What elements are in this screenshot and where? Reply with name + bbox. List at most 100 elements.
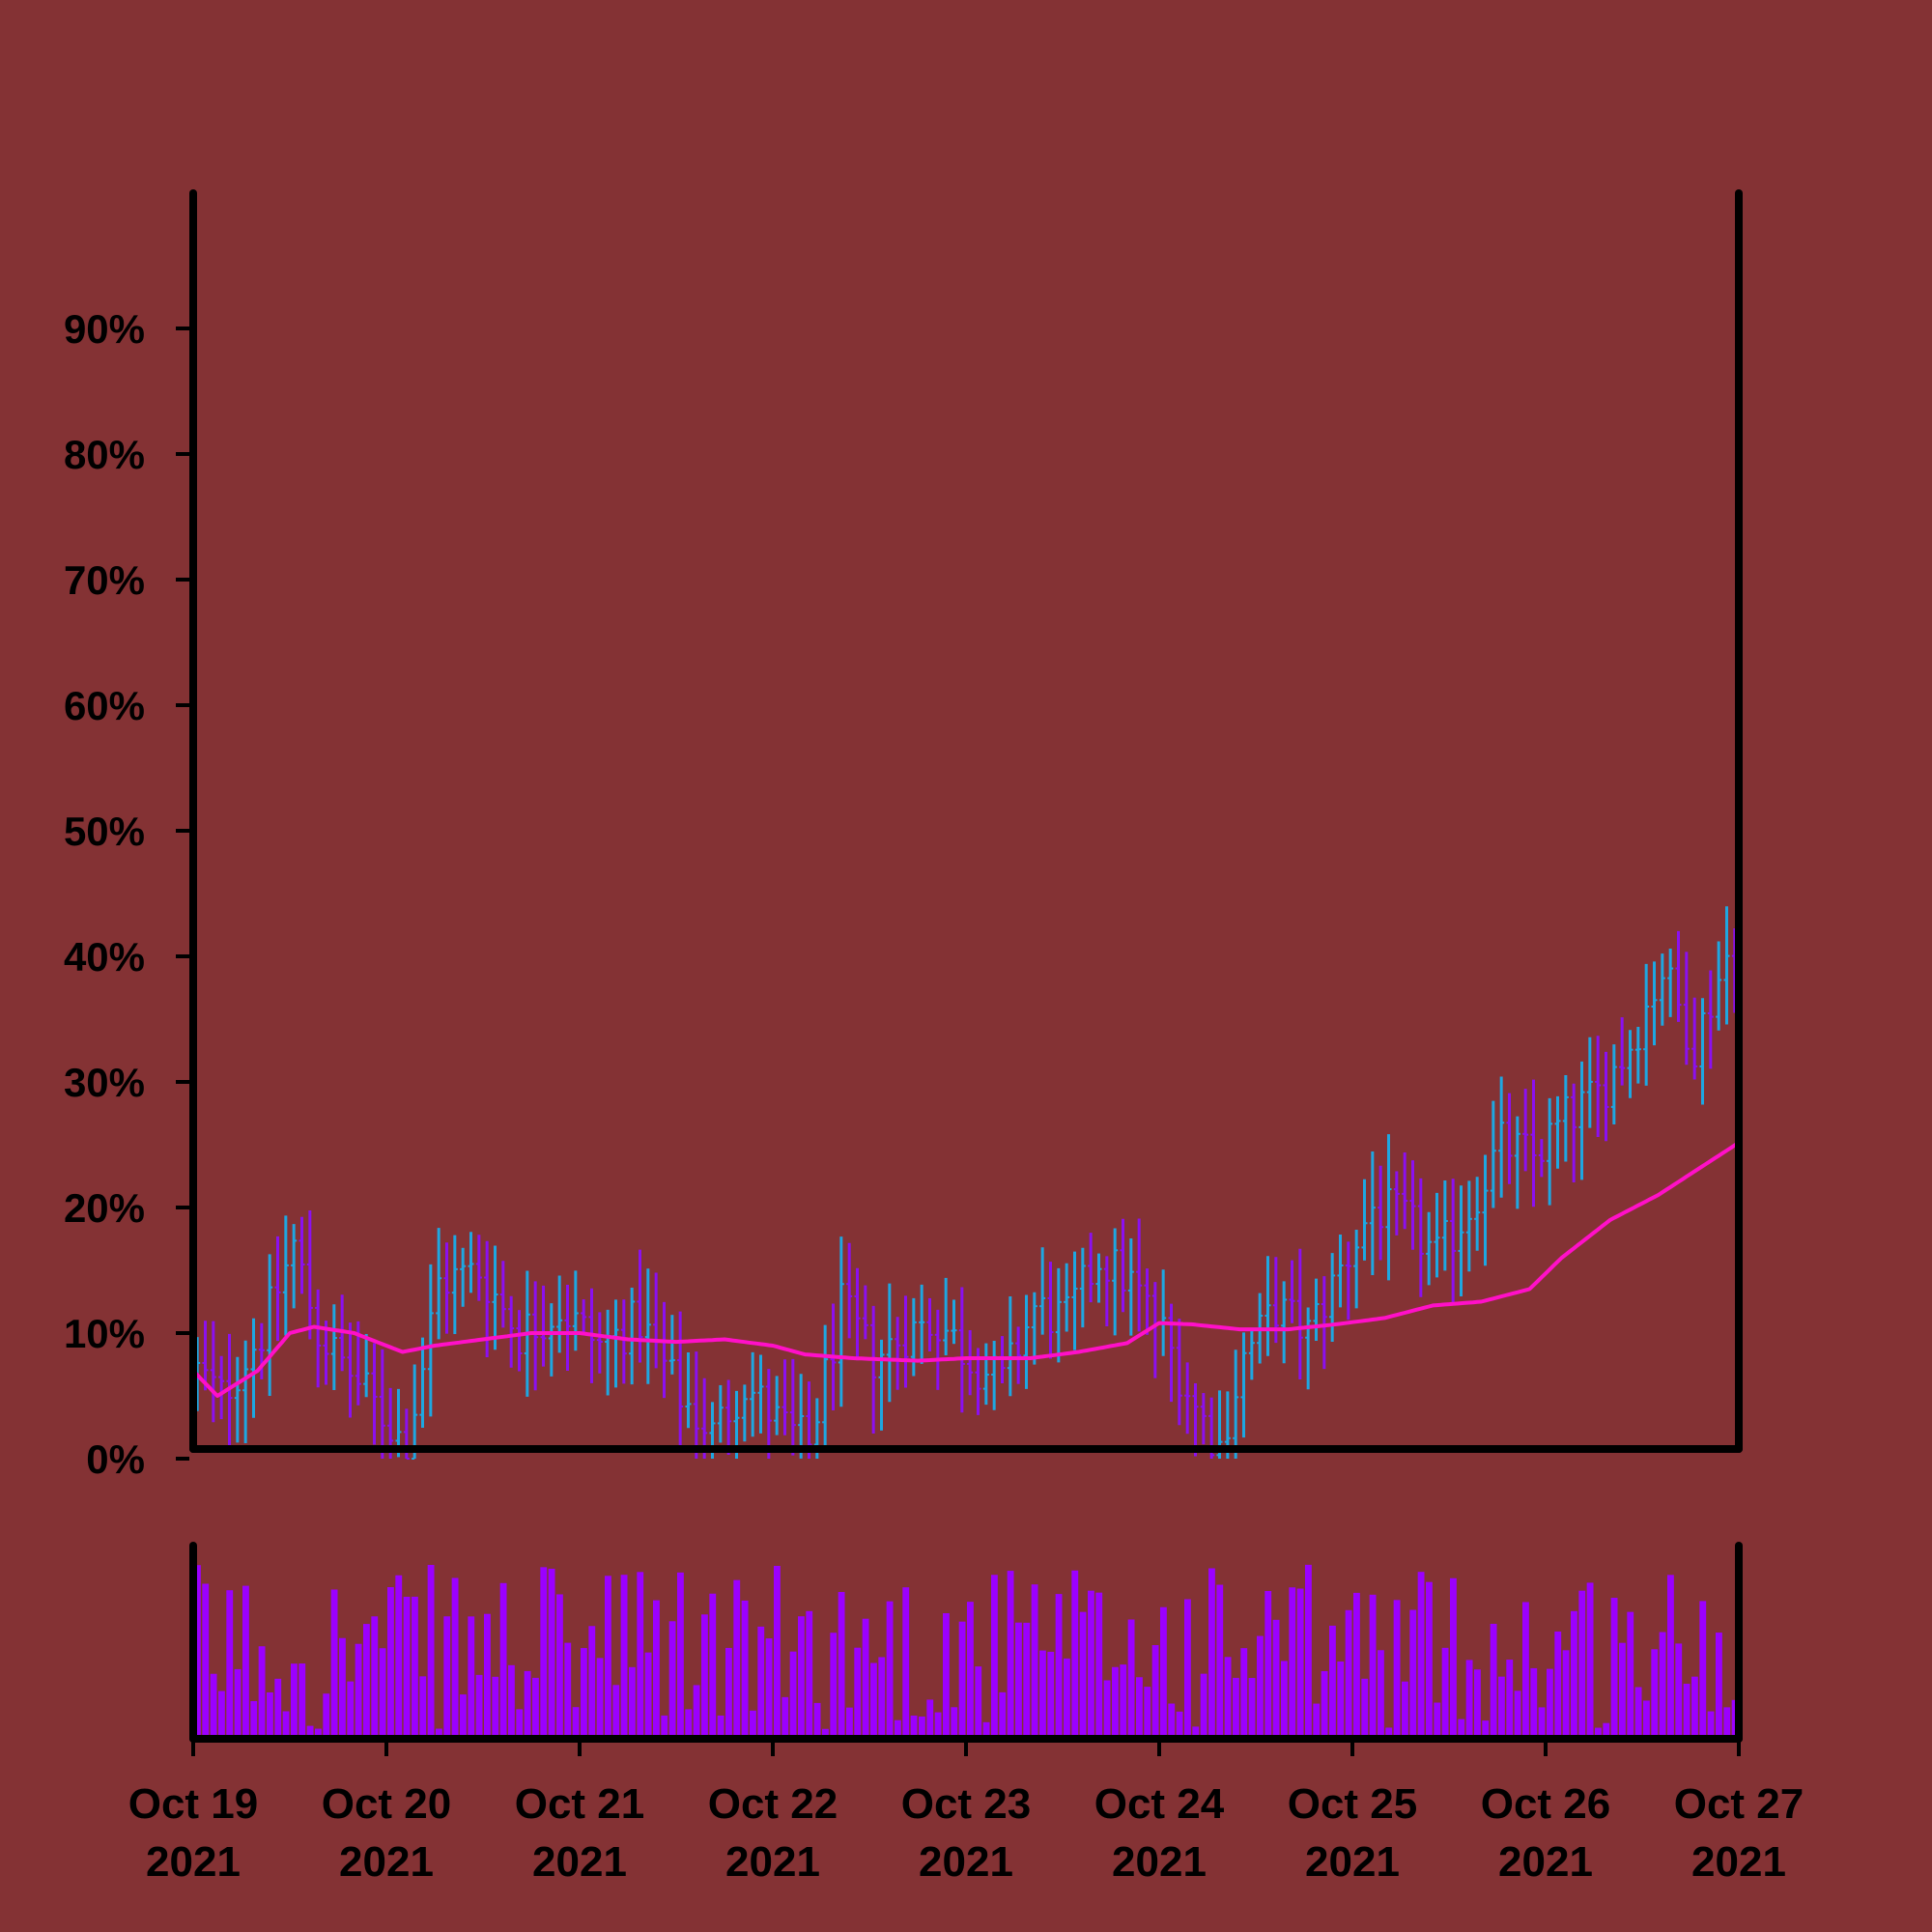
volume-bar [1627,1611,1634,1739]
volume-bar [298,1663,306,1739]
volume-bar [1160,1606,1167,1739]
volume-panel [189,1542,1743,1743]
volume-bar [668,1621,676,1739]
volume-bar [1007,1571,1014,1739]
volume-bar [1538,1707,1546,1739]
volume-bar [1168,1703,1176,1739]
volume-bar [436,1728,442,1739]
volume-bar [693,1685,700,1739]
volume-bar [234,1668,242,1739]
volume-bar [1393,1600,1401,1739]
volume-bar [1434,1702,1441,1739]
volume-bar [733,1579,741,1739]
volume-bar [653,1600,660,1739]
volume-bar [540,1567,548,1739]
y-axis: 0% 10% 20% 30% 40% 50% 60% 70% 80% 90% [64,306,189,1482]
volume-bar [1329,1625,1336,1739]
volume-bar [1610,1598,1618,1739]
volume-bar [1651,1649,1659,1739]
volume-bar [347,1681,355,1739]
volume-bar [701,1614,708,1739]
volume-bar [637,1572,644,1739]
volume-bar [1313,1703,1321,1739]
x-tick-label-date: Oct 25 [1288,1780,1418,1828]
volume-bar [210,1673,217,1739]
volume-bar [1417,1572,1425,1739]
volume-bar [499,1582,507,1739]
volume-bar [629,1666,636,1739]
volume-bar [451,1577,459,1739]
volume-bar [1216,1584,1224,1739]
volume-bar [323,1693,330,1739]
volume-bar [1490,1623,1497,1739]
volume-bar [1369,1594,1377,1739]
volume-bar [1547,1668,1553,1739]
x-tick-label-date: Oct 22 [708,1780,838,1828]
volume-bar [1192,1726,1200,1739]
volume-bar [1562,1650,1570,1739]
volume-bar [258,1646,266,1739]
x-tick-label-date: Oct 19 [128,1780,259,1828]
volume-bar [395,1575,403,1739]
x-tick-label-year: 2021 [1691,1838,1786,1886]
volume-bar [355,1643,362,1739]
volume-bar [951,1707,958,1739]
y-tick-label: 10% [64,1311,145,1356]
x-tick-label-year: 2021 [1112,1838,1207,1886]
volume-bar [1151,1645,1159,1739]
volume-bar [789,1651,797,1739]
volume-bar [1031,1584,1038,1739]
volume-bar [508,1664,515,1739]
volume-bar [1281,1661,1288,1739]
volume-bar [202,1583,210,1739]
volume-bar [943,1613,950,1739]
volume-bar [725,1647,732,1739]
volume-bar [291,1663,298,1739]
volume-bar [765,1638,773,1739]
volume-bar [999,1691,1007,1739]
volume-bar [1385,1727,1393,1739]
x-tick-label-year: 2021 [725,1838,820,1886]
volume-bar [661,1715,668,1739]
volume-bar [1659,1632,1666,1739]
volume-bar [564,1642,572,1739]
volume-bar [741,1600,749,1739]
y-tick-label: 90% [64,306,145,352]
volume-bar [1079,1611,1087,1739]
volume-bar [1353,1592,1360,1739]
volume-bar [1321,1670,1328,1739]
volume-bar [774,1565,781,1739]
volume-bar [484,1613,491,1739]
volume-bar [1667,1575,1674,1739]
volume-bar [967,1602,974,1739]
volume-bar [572,1707,580,1739]
volume-bar [468,1616,475,1739]
volume-bar [315,1728,322,1739]
volume-bar [339,1637,346,1739]
volume-bar [919,1716,925,1739]
volume-bar [588,1626,596,1739]
volume-bar [1675,1643,1683,1739]
volume-bar [516,1709,524,1739]
volume-bar [226,1590,234,1739]
volume-bar [750,1710,756,1739]
x-tick-label-date: Oct 23 [901,1780,1032,1828]
moving-average-line [191,1141,1741,1398]
volume-bar [1071,1570,1079,1739]
volume-bar [1409,1609,1417,1739]
volume-bar [870,1662,877,1739]
volume-bar [427,1564,435,1739]
volume-bar [1224,1657,1232,1739]
x-tick-label-year: 2021 [146,1838,241,1886]
volume-bar [1619,1642,1626,1739]
volume-bar [1120,1664,1127,1739]
volume-bar [1691,1676,1698,1739]
volume-bar [1055,1594,1063,1739]
volume-bar [1337,1661,1345,1739]
y-tick-label: 50% [64,809,145,854]
volume-bar [605,1576,611,1739]
x-tick-label-date: Oct 20 [322,1780,452,1828]
x-axis: Oct 19 2021 Oct 20 2021 Oct 21 2021 Oct 22 2021… [128,1739,1804,1886]
volume-bar [443,1616,451,1739]
volume-bar [958,1621,966,1739]
